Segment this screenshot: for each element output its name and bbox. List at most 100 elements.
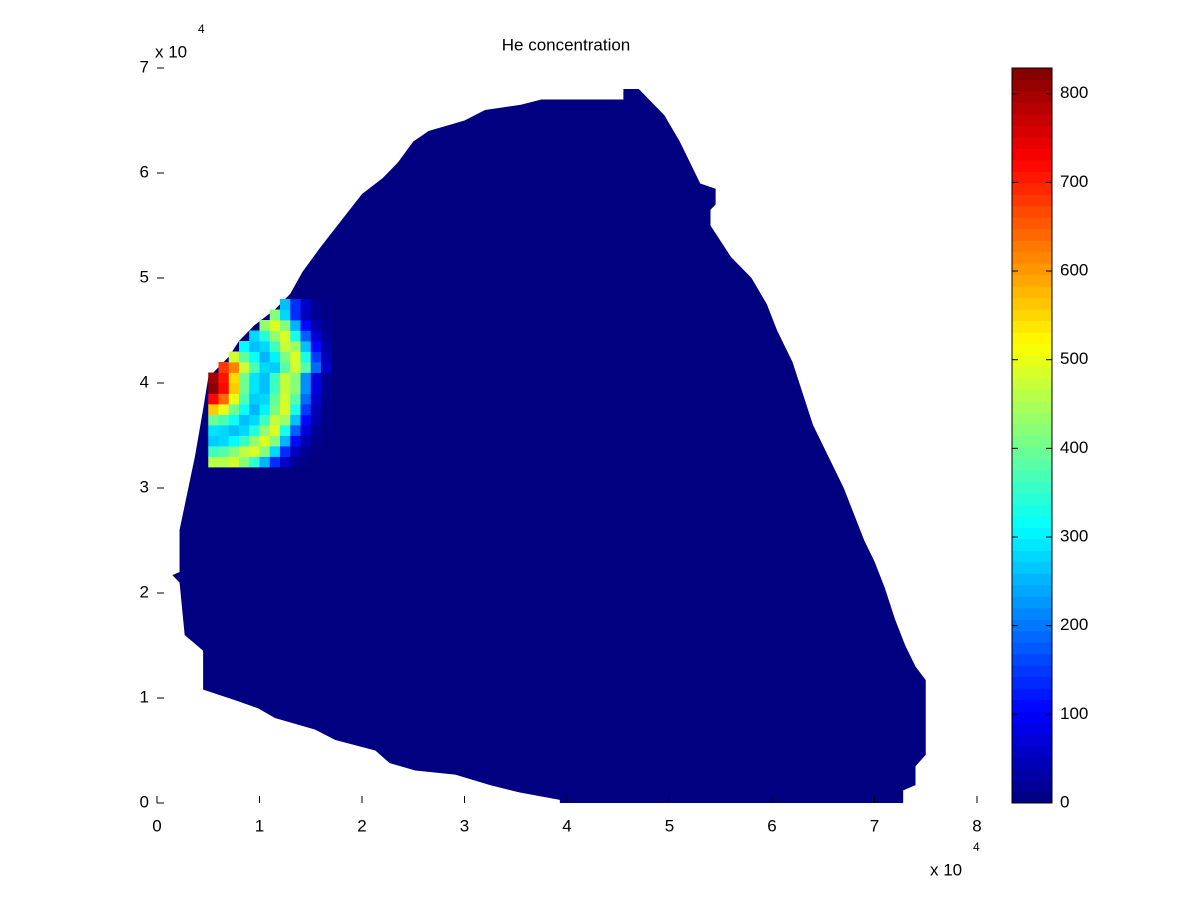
colorbar-step (1012, 136, 1052, 149)
heat-cell (321, 372, 332, 384)
heat-cell (310, 320, 322, 331)
x-tick-label: 0 (152, 816, 161, 835)
heat-cell (259, 456, 271, 468)
colorbar-step (1012, 355, 1052, 368)
colorbar-step (1012, 653, 1052, 666)
heat-cell (269, 435, 281, 447)
colorbar-step (1012, 332, 1052, 345)
heat-cell (218, 393, 230, 405)
heat-cell (208, 456, 219, 468)
colorbar-step (1012, 757, 1052, 770)
heat-cell (249, 383, 260, 394)
heat-cell (280, 414, 291, 426)
colorbar-step (1012, 676, 1052, 689)
heat-cell (310, 341, 322, 352)
colorbar-step (1012, 274, 1052, 287)
colorbar-step (1012, 79, 1052, 92)
heat-cell (300, 299, 312, 310)
heat-cell (228, 446, 240, 457)
heat-cell (239, 351, 250, 363)
heat-cell (208, 435, 219, 447)
heat-cell (218, 362, 230, 373)
heat-cell (310, 393, 322, 405)
colorbar-step (1012, 711, 1052, 724)
heat-cell (290, 299, 301, 310)
heat-cell (310, 330, 322, 342)
heat-cell (239, 404, 250, 415)
heat-cell (280, 383, 291, 394)
colorbar-step (1012, 194, 1052, 207)
x-multiplier-exponent: 4 (973, 840, 980, 854)
heat-cell (280, 341, 291, 352)
heat-cell (259, 372, 271, 384)
y-tick-label: 2 (140, 582, 149, 601)
heat-cell (249, 372, 260, 384)
y-tick-label: 3 (140, 477, 149, 496)
heat-cell (321, 393, 332, 405)
heat-cell (239, 362, 250, 373)
heat-cell (290, 330, 301, 342)
colorbar-step (1012, 745, 1052, 758)
heat-cell (239, 372, 250, 384)
y-tick-label: 5 (140, 267, 149, 286)
heat-cell (310, 383, 322, 394)
heat-cell (269, 446, 281, 457)
heat-cell (290, 414, 301, 426)
colorbar-step (1012, 561, 1052, 574)
heat-cell (280, 330, 291, 342)
heat-cell (290, 425, 301, 436)
heat-cell (300, 362, 312, 373)
colorbar-frame (1011, 67, 1053, 804)
heat-cell (321, 425, 332, 436)
heat-cell (259, 414, 271, 426)
y-tick-label: 0 (140, 792, 149, 811)
colorbar-step (1012, 125, 1052, 138)
heat-cell (280, 351, 291, 363)
colorbar-tick-label: 400 (1060, 438, 1088, 457)
colorbar-step (1012, 469, 1052, 482)
heat-cell (228, 383, 240, 394)
x-tick-label: 3 (460, 816, 469, 835)
heat-cell (218, 404, 230, 415)
heat-cell (218, 372, 230, 384)
heat-cell (321, 330, 332, 342)
y-multiplier-exponent: 4 (198, 22, 205, 36)
heat-cell (310, 425, 322, 436)
colorbar-step (1012, 159, 1052, 172)
heat-cell (228, 372, 240, 384)
heat-cell (249, 404, 260, 415)
heat-cell (249, 414, 260, 426)
colorbar-step (1012, 791, 1052, 804)
heat-cell (269, 425, 281, 436)
colorbar-step (1012, 320, 1052, 333)
heat-cell (269, 320, 281, 331)
colorbar-step (1012, 113, 1052, 126)
heat-cell (269, 362, 281, 373)
y-tick-label: 7 (140, 57, 149, 76)
heat-cell (300, 341, 312, 352)
heat-cell (239, 435, 250, 447)
colorbar-step (1012, 102, 1052, 115)
heat-cell (259, 446, 271, 457)
heat-cell (228, 456, 240, 468)
heat-cell (321, 383, 332, 394)
heat-cell (280, 309, 291, 321)
x-tick-label: 7 (870, 816, 879, 835)
colorbar-step (1012, 550, 1052, 563)
heat-cell (269, 404, 281, 415)
heat-cell (218, 414, 230, 426)
heat-cell (310, 299, 322, 310)
heat-cell (228, 362, 240, 373)
heat-cell (259, 393, 271, 405)
heat-cell (249, 341, 260, 352)
y-tick-label: 4 (140, 372, 149, 391)
heat-cell (208, 404, 219, 415)
heat-cell (239, 393, 250, 405)
heat-cell (249, 446, 260, 457)
heat-cell (300, 404, 312, 415)
heat-cell (321, 414, 332, 426)
colorbar-step (1012, 446, 1052, 459)
heat-cell (259, 404, 271, 415)
colorbar-step (1012, 492, 1052, 505)
heat-cell (321, 351, 332, 363)
